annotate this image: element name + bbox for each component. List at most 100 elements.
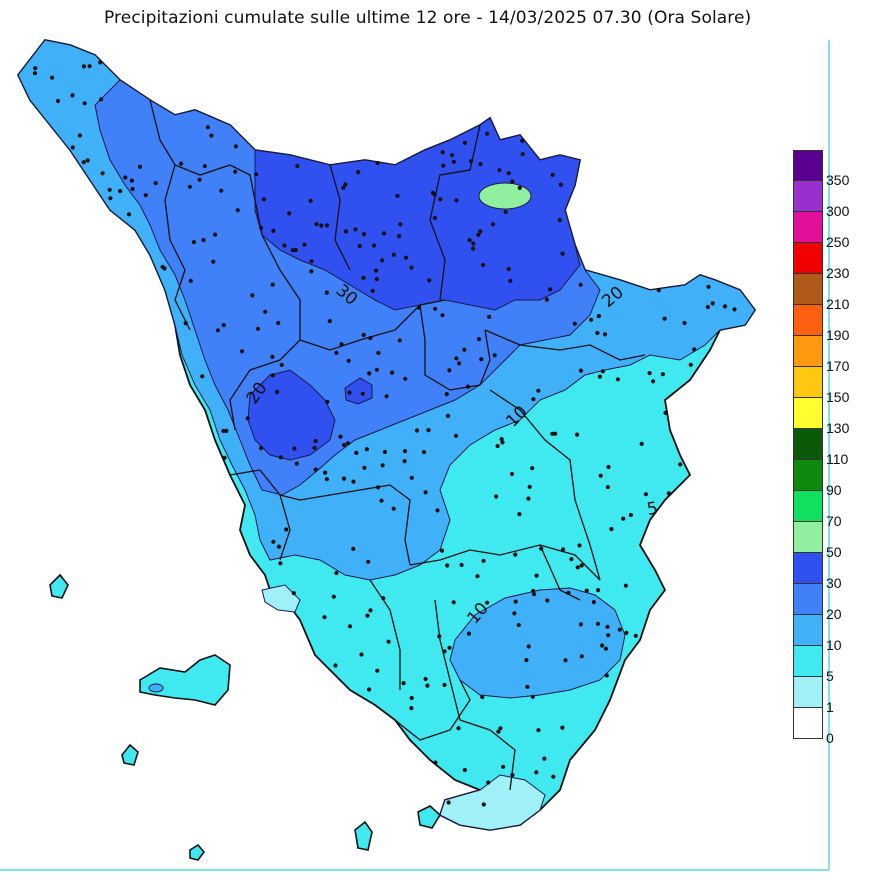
legend-label: 210: [826, 296, 850, 312]
station-dot: [722, 304, 728, 309]
station-dot: [327, 319, 332, 324]
station-dot: [215, 328, 220, 333]
station-dot: [295, 163, 300, 169]
station-dot: [524, 658, 529, 663]
station-dot: [617, 627, 622, 632]
station-dot: [600, 643, 605, 648]
station-dot: [471, 246, 476, 251]
station-dot: [534, 770, 539, 775]
station-dot: [126, 212, 132, 217]
station-dot: [364, 447, 369, 452]
station-dot: [258, 446, 264, 451]
station-dot: [427, 278, 432, 283]
station-dot: [623, 583, 629, 588]
station-dot: [595, 621, 601, 626]
station-dot: [324, 477, 329, 482]
station-dot: [710, 301, 715, 306]
island-montecristo: [189, 843, 206, 861]
station-dot: [240, 349, 245, 354]
station-dot: [578, 622, 584, 627]
station-dot: [209, 133, 214, 138]
station-dot: [602, 332, 608, 337]
station-dot: [409, 265, 414, 270]
legend-label: 0: [826, 730, 834, 746]
legend-label: 70: [826, 513, 842, 529]
station-dot: [314, 222, 319, 227]
station-dot: [621, 516, 626, 521]
station-dot: [557, 218, 562, 223]
station-dot: [222, 455, 227, 460]
station-dot: [98, 60, 103, 65]
station-dot: [360, 391, 365, 396]
map-title: Precipitazioni cumulate sulle ultime 12 …: [104, 8, 752, 28]
station-dot: [499, 437, 504, 442]
station-dot: [544, 297, 550, 302]
station-dot: [263, 309, 268, 314]
station-dot: [331, 594, 336, 599]
station-dot: [302, 242, 307, 247]
station-dot: [401, 681, 406, 686]
station-dot: [561, 547, 566, 552]
station-dot: [359, 652, 364, 657]
station-dot: [578, 282, 583, 287]
station-dot: [705, 304, 711, 310]
station-dot: [572, 321, 577, 326]
station-dot: [361, 275, 366, 280]
station-dot: [221, 428, 226, 434]
station-dot: [510, 772, 515, 778]
station-dot: [82, 101, 87, 106]
station-dot: [445, 413, 451, 418]
station-dot: [129, 178, 134, 183]
island-capraia: [49, 573, 69, 599]
station-dot: [553, 431, 558, 436]
station-dot: [342, 442, 347, 448]
island-giannutri: [417, 805, 442, 829]
station-dot: [374, 276, 379, 282]
station-dot: [313, 438, 318, 444]
station-dot: [666, 491, 671, 496]
station-dot: [219, 188, 224, 193]
station-dot: [706, 284, 711, 289]
station-dot: [382, 449, 387, 454]
station-dot: [496, 729, 501, 734]
station-dot: [197, 177, 202, 182]
legend-swatch: [793, 491, 823, 522]
station-dot: [492, 353, 497, 358]
station-dot: [160, 264, 165, 269]
station-markers: [32, 60, 737, 807]
station-dot: [70, 93, 75, 98]
station-dot: [531, 588, 536, 594]
contour-label: 5: [645, 498, 659, 520]
legend-label: 150: [826, 389, 850, 405]
station-dot: [366, 559, 371, 564]
legend-swatch: [793, 305, 823, 336]
station-dot: [386, 639, 391, 644]
station-dot: [282, 243, 287, 248]
station-dot: [584, 588, 589, 593]
station-dot: [526, 644, 531, 649]
station-dot: [374, 367, 379, 372]
station-dot: [678, 462, 683, 467]
station-dot: [577, 543, 582, 548]
station-dot: [333, 663, 338, 668]
station-dot: [501, 764, 506, 769]
station-dot: [33, 66, 38, 71]
legend-label: 230: [826, 265, 850, 281]
legend-swatch: [793, 460, 823, 491]
station-dot: [575, 565, 580, 570]
station-dot: [485, 131, 490, 136]
station-dot: [440, 313, 445, 318]
station-dot: [597, 374, 603, 379]
station-dot: [447, 645, 452, 650]
station-dot: [563, 658, 568, 663]
station-dot: [445, 563, 450, 568]
station-dot: [536, 388, 541, 393]
station-dot: [498, 726, 503, 731]
station-dot: [510, 179, 515, 184]
station-dot: [275, 389, 280, 395]
station-dot: [480, 694, 485, 700]
station-dot: [375, 668, 380, 673]
station-dot: [433, 760, 438, 765]
station-dot: [439, 548, 445, 553]
